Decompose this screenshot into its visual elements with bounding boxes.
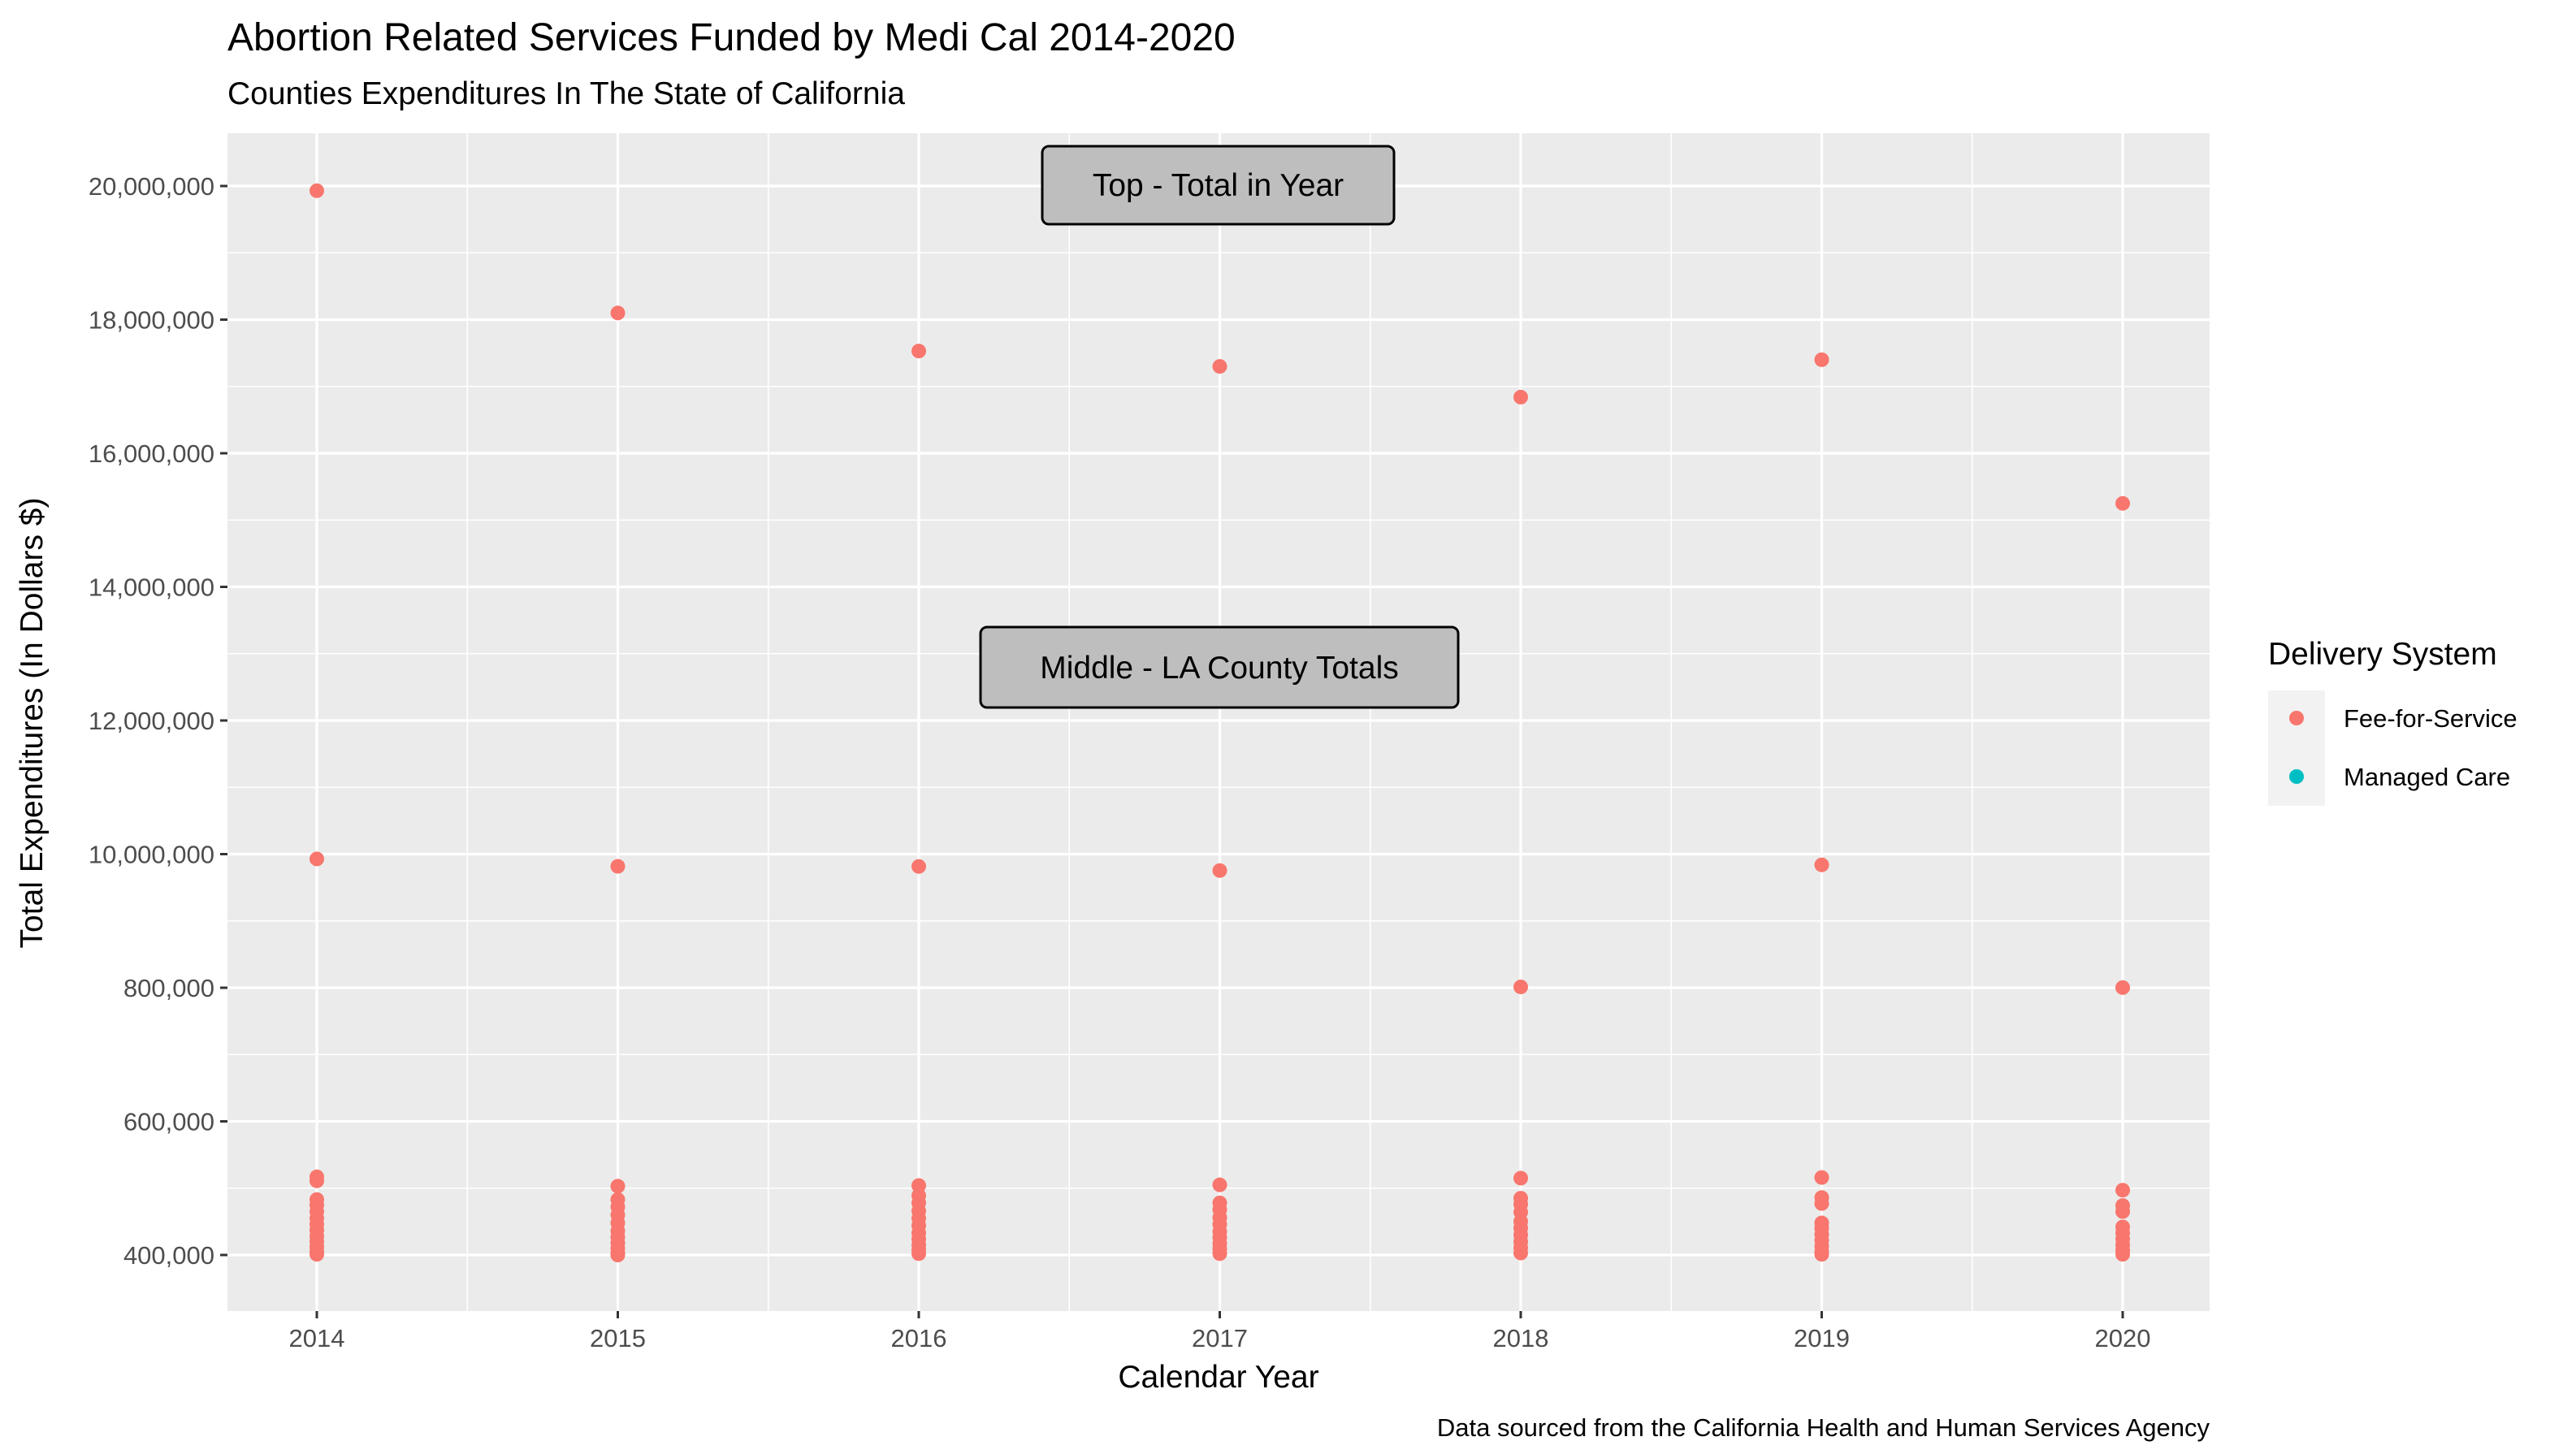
y-tick-label: 12,000,000 [89, 707, 214, 735]
annotation-middle-label: Middle - LA County Totals [1040, 651, 1399, 686]
data-point [310, 1247, 324, 1262]
x-tick-label: 2019 [1794, 1324, 1850, 1352]
data-point [610, 305, 626, 321]
x-tick-label: 2016 [891, 1324, 947, 1352]
x-tick-label: 2017 [1192, 1324, 1248, 1352]
data-point [1212, 863, 1227, 878]
data-point [2115, 495, 2130, 511]
data-point [1212, 1246, 1227, 1261]
x-tick-label: 2014 [289, 1324, 345, 1352]
data-point [1212, 359, 1227, 374]
data-point [1814, 1170, 1829, 1185]
data-point [1814, 857, 1829, 872]
y-tick-label: 10,000,000 [89, 841, 214, 869]
x-tick-label: 2018 [1493, 1324, 1549, 1352]
data-point [610, 859, 626, 874]
data-point [310, 183, 324, 198]
x-axis-title: Calendar Year [1118, 1360, 1318, 1395]
data-point [1513, 389, 1528, 405]
annotation-middle: Middle - LA County Totals [979, 625, 1460, 709]
annotation-top: Top - Total in Year [1041, 145, 1396, 226]
legend-key-background [2268, 690, 2325, 806]
major-gridlines [227, 133, 2210, 1311]
legend: Delivery System Fee-for-Service Managed … [2268, 637, 2518, 806]
legend-label-managed-care: Managed Care [2344, 763, 2510, 791]
data-point [1513, 1245, 1528, 1261]
chart-caption: Data sourced from the California Health … [1437, 1413, 2210, 1442]
x-tick-label: 2020 [2095, 1324, 2151, 1352]
data-point [310, 1173, 324, 1188]
legend-key-fee-for-service [2289, 711, 2304, 725]
y-tick-label: 600,000 [123, 1108, 214, 1136]
y-tick-label: 14,000,000 [89, 573, 214, 602]
data-points [310, 183, 2130, 1262]
data-point [911, 1178, 926, 1193]
legend-key-managed-care [2289, 769, 2304, 784]
x-axis-ticks: 2014 2015 2016 2017 2018 2019 2020 [289, 1311, 2151, 1352]
data-point [1212, 1177, 1227, 1192]
legend-title: Delivery System [2268, 637, 2497, 672]
data-point [1814, 1196, 1829, 1211]
y-axis-title: Total Expenditures (In Dollars $) [15, 498, 50, 949]
data-point [1814, 1247, 1829, 1262]
data-point [2115, 980, 2130, 995]
data-point [610, 1179, 626, 1194]
data-point [1814, 352, 1829, 367]
x-tick-label: 2015 [590, 1324, 646, 1352]
data-point [1513, 1171, 1528, 1186]
data-point [911, 344, 926, 359]
data-point [2115, 1183, 2130, 1198]
data-point [2115, 1247, 2130, 1262]
data-point [2115, 1204, 2130, 1219]
data-point [911, 1246, 926, 1261]
data-point [310, 851, 324, 867]
y-tick-label: 800,000 [123, 974, 214, 1002]
annotation-top-label: Top - Total in Year [1093, 168, 1344, 203]
y-tick-label: 20,000,000 [89, 172, 214, 201]
y-tick-label: 400,000 [123, 1241, 214, 1270]
chart-subtitle: Counties Expenditures In The State of Ca… [227, 76, 905, 111]
y-tick-label: 16,000,000 [89, 439, 214, 468]
legend-label-fee-for-service: Fee-for-Service [2344, 704, 2518, 733]
y-axis-ticks: 400,000 600,000 800,000 10,000,000 12,000,00… [89, 172, 227, 1270]
data-point [911, 859, 926, 874]
y-tick-label: 18,000,000 [89, 306, 214, 335]
data-point [610, 1248, 626, 1262]
data-point [1513, 979, 1528, 994]
chart-title: Abortion Related Services Funded by Medi… [227, 16, 1236, 59]
